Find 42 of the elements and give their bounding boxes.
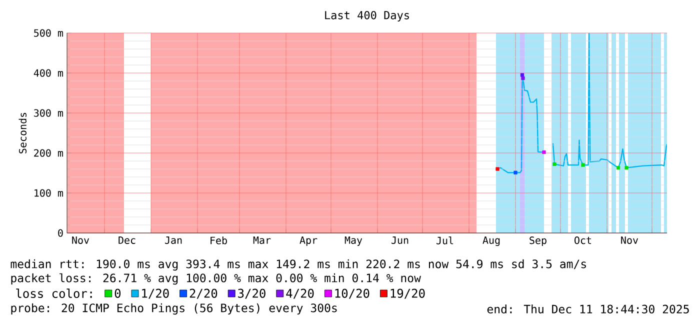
y-tick-label: 500 m — [34, 29, 64, 37]
x-tick-label: Jan — [165, 236, 182, 244]
x-tick-label: Nov — [72, 236, 90, 244]
point — [521, 76, 525, 80]
legend-label: 1/20 — [142, 288, 169, 299]
y-tick-label: 0 — [58, 229, 63, 237]
y-axis-title: Seconds — [18, 112, 27, 154]
x-tick-label: Nov — [621, 236, 638, 244]
chart-title: Last 400 Days — [325, 11, 409, 22]
legend-label: 0 — [114, 288, 121, 298]
legend-label: 19/20 — [390, 288, 425, 299]
x-tick-label: Apr — [300, 236, 318, 246]
x-tick-label: Sep — [530, 236, 546, 246]
point — [616, 166, 620, 170]
point — [581, 163, 585, 167]
y-tick-label: 200 m — [34, 149, 64, 157]
text: probe: 20 ICMP Echo Pings (56 Bytes) every 300s — [11, 303, 337, 315]
point — [496, 167, 500, 171]
point — [624, 166, 628, 170]
x-tick-label: Dec — [118, 236, 136, 244]
x-tick-label: Jun — [392, 236, 408, 244]
x-tick-label: Feb — [210, 236, 227, 244]
point — [514, 170, 518, 174]
y-tick-label: 300 m — [34, 109, 64, 117]
legend-label: 4/20 — [286, 288, 314, 299]
y-tick-label: 400 m — [34, 69, 64, 77]
text: median rtt: 190.0 ms avg 393.4 ms max 149.2 ms min 220.2 ms now 54.9 ms sd 3.5 am/s — [10, 259, 586, 271]
legend-label: 10/20 — [335, 288, 370, 299]
x-tick-label: Aug — [482, 236, 500, 246]
legend-label: 3/20 — [238, 288, 266, 299]
y-tick-label: 100 m — [34, 189, 64, 197]
x-tick-label: Oct — [574, 236, 592, 244]
point — [552, 162, 556, 166]
point — [542, 150, 546, 154]
text: end: Thu Dec 11 18:44:30 2025 — [487, 304, 689, 314]
legend-label: 2/20 — [190, 288, 218, 299]
legend-title: loss color: — [16, 288, 92, 298]
x-tick-label: Jul — [436, 236, 454, 244]
x-tick-label: Mar — [253, 236, 271, 244]
x-tick-label: May — [344, 236, 362, 246]
text: packet loss: 26.71 % avg 100.00 % max 0.00 % min 0.14 % now — [11, 273, 421, 285]
point — [520, 73, 524, 77]
